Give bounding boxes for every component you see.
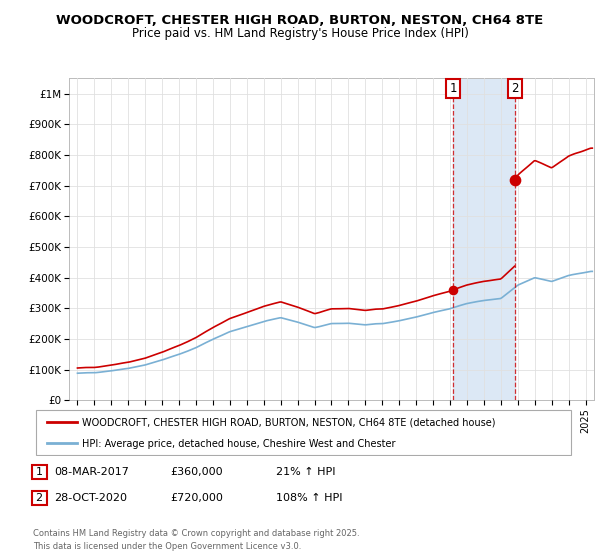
- Text: £360,000: £360,000: [170, 467, 223, 477]
- Point: [510, 175, 520, 184]
- Text: 21% ↑ HPI: 21% ↑ HPI: [276, 467, 335, 477]
- Text: 2: 2: [511, 82, 518, 95]
- Text: 1: 1: [449, 82, 457, 95]
- Text: 28-OCT-2020: 28-OCT-2020: [54, 493, 127, 503]
- FancyBboxPatch shape: [35, 410, 571, 455]
- Text: 1: 1: [35, 467, 43, 477]
- Text: 08-MAR-2017: 08-MAR-2017: [54, 467, 129, 477]
- FancyBboxPatch shape: [32, 465, 47, 479]
- Text: 2: 2: [35, 493, 43, 503]
- Text: 108% ↑ HPI: 108% ↑ HPI: [276, 493, 343, 503]
- Point: [448, 286, 458, 295]
- Text: WOODCROFT, CHESTER HIGH ROAD, BURTON, NESTON, CH64 8TE (detached house): WOODCROFT, CHESTER HIGH ROAD, BURTON, NE…: [82, 417, 496, 427]
- Text: Contains HM Land Registry data © Crown copyright and database right 2025.: Contains HM Land Registry data © Crown c…: [33, 529, 359, 538]
- Text: This data is licensed under the Open Government Licence v3.0.: This data is licensed under the Open Gov…: [33, 542, 301, 550]
- Text: £720,000: £720,000: [170, 493, 223, 503]
- Text: HPI: Average price, detached house, Cheshire West and Chester: HPI: Average price, detached house, Ches…: [82, 438, 396, 449]
- Text: Price paid vs. HM Land Registry's House Price Index (HPI): Price paid vs. HM Land Registry's House …: [131, 27, 469, 40]
- Text: WOODCROFT, CHESTER HIGH ROAD, BURTON, NESTON, CH64 8TE: WOODCROFT, CHESTER HIGH ROAD, BURTON, NE…: [56, 14, 544, 27]
- FancyBboxPatch shape: [32, 492, 47, 505]
- Bar: [453, 78, 515, 400]
